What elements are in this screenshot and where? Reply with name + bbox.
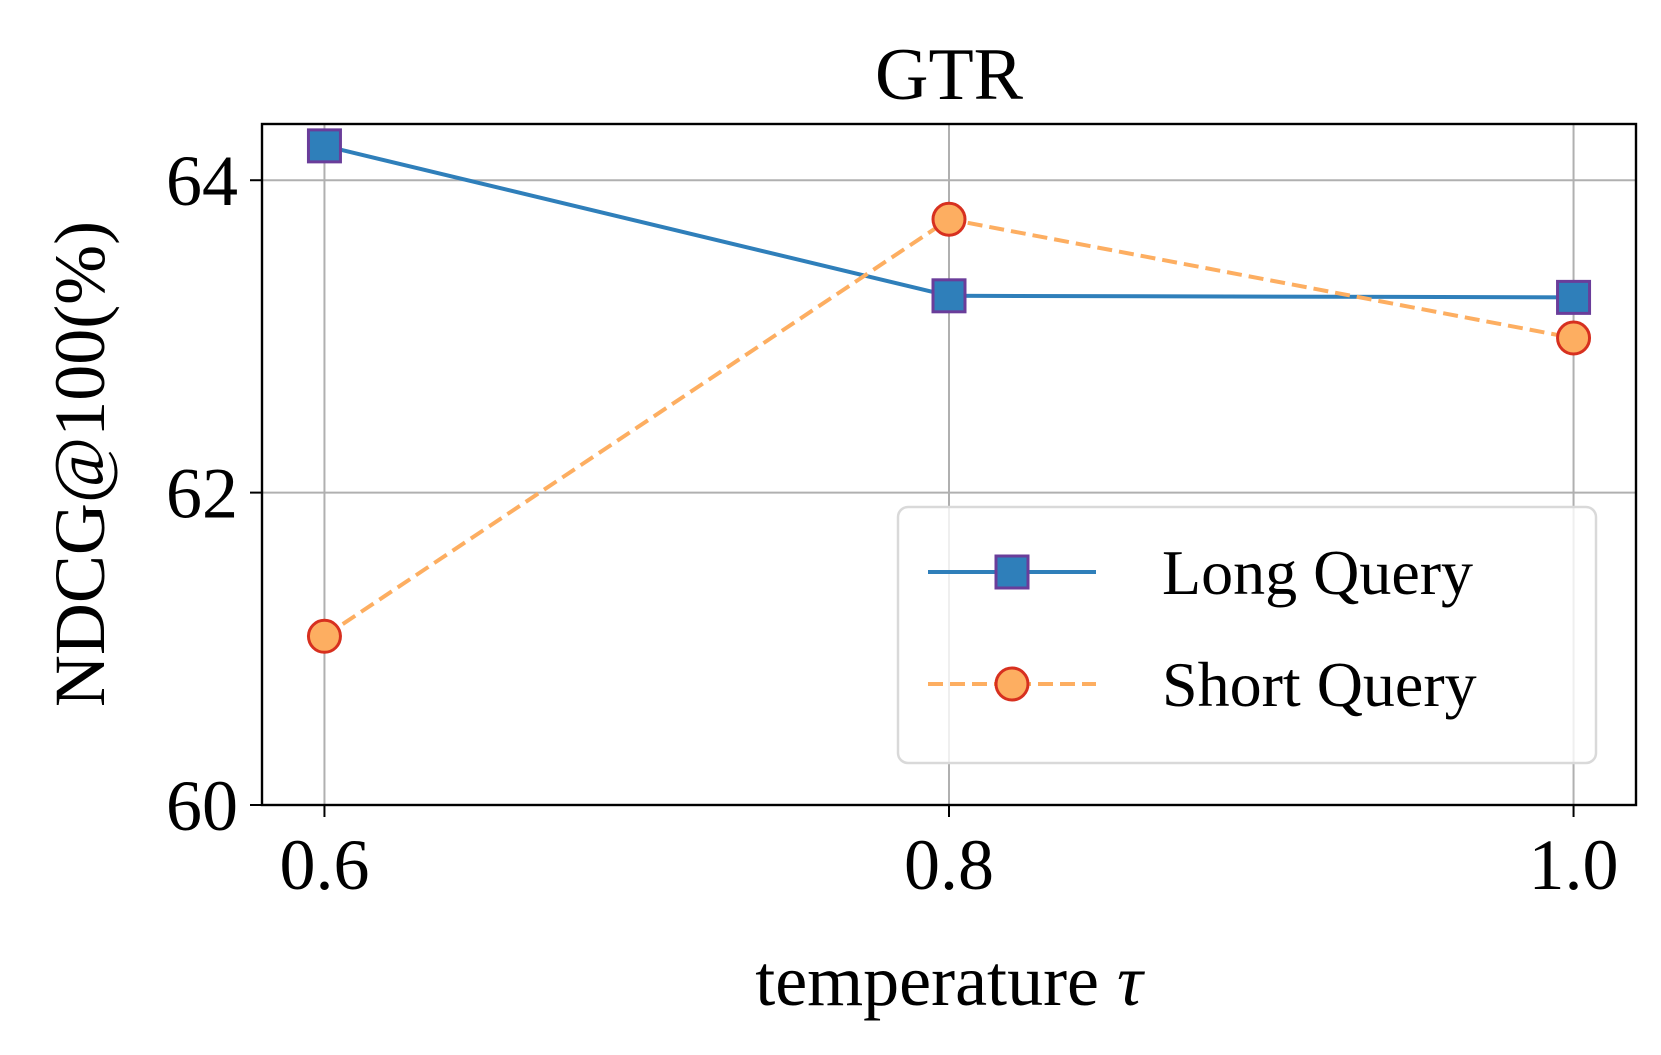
x-tick-label: 0.6: [279, 825, 369, 905]
series-1-point: [1556, 320, 1592, 356]
x-axis-label: temperature τ: [755, 941, 1145, 1021]
legend-marker-0: [994, 554, 1030, 590]
x-tick-label: 0.8: [904, 825, 994, 905]
series-1-point: [306, 618, 342, 654]
legend: Long Query Short Query: [896, 505, 1598, 765]
axis-ticks: 0.6 0.8 1.0 60 62 64: [166, 141, 1619, 905]
series-0-point: [1556, 279, 1592, 315]
y-tick-label: 60: [166, 766, 238, 846]
series-0-point: [931, 278, 967, 314]
x-tick-label: 1.0: [1529, 825, 1619, 905]
series-layer: [306, 128, 1592, 654]
x-axis-label-symbol: τ: [1117, 941, 1145, 1021]
y-tick-label: 64: [166, 141, 238, 221]
legend-label-1: Short Query: [1162, 649, 1477, 720]
grid-lines: [262, 124, 1636, 805]
y-tick-label: 62: [166, 454, 238, 534]
series-0-point: [306, 128, 342, 164]
legend-label-0: Long Query: [1162, 537, 1473, 608]
legend-marker-1: [994, 666, 1030, 702]
x-axis-label-text: temperature: [755, 941, 1099, 1021]
chart-title: GTR: [875, 34, 1024, 116]
y-axis-label: NDCG@100(%): [40, 221, 120, 707]
series-1-point: [931, 201, 967, 237]
